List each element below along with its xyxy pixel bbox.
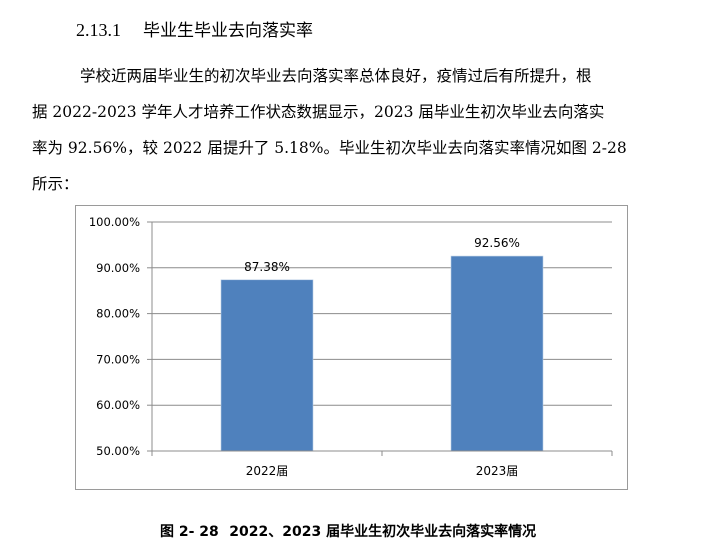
figure-caption: 图 2- 28 2022、2023 届毕业生初次毕业去向落实率情况	[160, 521, 536, 541]
section-title: 毕业生毕业去向落实率	[143, 21, 313, 41]
section-number: 2.13.1	[76, 20, 121, 40]
chart-frame: 50.00% 60.00% 70.00% 80.00% 90.00% 100.00% 87.…	[75, 205, 628, 490]
y-tick-label: 50.00%	[96, 444, 140, 458]
paragraph-line: 学校近两届毕业生的初次毕业去向落实率总体良好，疫情过后有所提升，根	[80, 67, 592, 85]
y-tick-label: 100.00%	[89, 215, 140, 229]
y-tick-label: 60.00%	[96, 398, 140, 412]
y-tick-label: 90.00%	[96, 261, 140, 275]
body-paragraph: 学校近两届毕业生的初次毕业去向落实率总体良好，疫情过后有所提升，根 据 2022…	[32, 58, 672, 202]
figure-label: 图 2- 28	[160, 524, 219, 540]
paragraph-line: 据 2022-2023 学年人才培养工作状态数据显示，2023 届毕业生初次毕业…	[32, 103, 605, 121]
section-heading: 2.13.1 毕业生毕业去向落实率	[76, 16, 313, 41]
paragraph-line: 率为 92.56%，较 2022 届提升了 5.18%。毕业生初次毕业去向落实率…	[32, 139, 627, 157]
x-tick-label: 2023届	[476, 464, 519, 478]
data-label: 87.38%	[244, 260, 290, 274]
y-tick-label: 70.00%	[96, 352, 140, 366]
x-tick-label: 2022届	[246, 464, 289, 478]
bar	[450, 255, 544, 452]
bar-chart: 50.00% 60.00% 70.00% 80.00% 90.00% 100.00% 87.…	[89, 215, 613, 478]
bar	[220, 279, 314, 452]
y-tick-label: 80.00%	[96, 307, 140, 321]
data-label: 92.56%	[474, 236, 520, 250]
paragraph-line: 所示：	[32, 175, 79, 193]
figure-caption-text: 2022、2023 届毕业生初次毕业去向落实率情况	[229, 524, 537, 540]
